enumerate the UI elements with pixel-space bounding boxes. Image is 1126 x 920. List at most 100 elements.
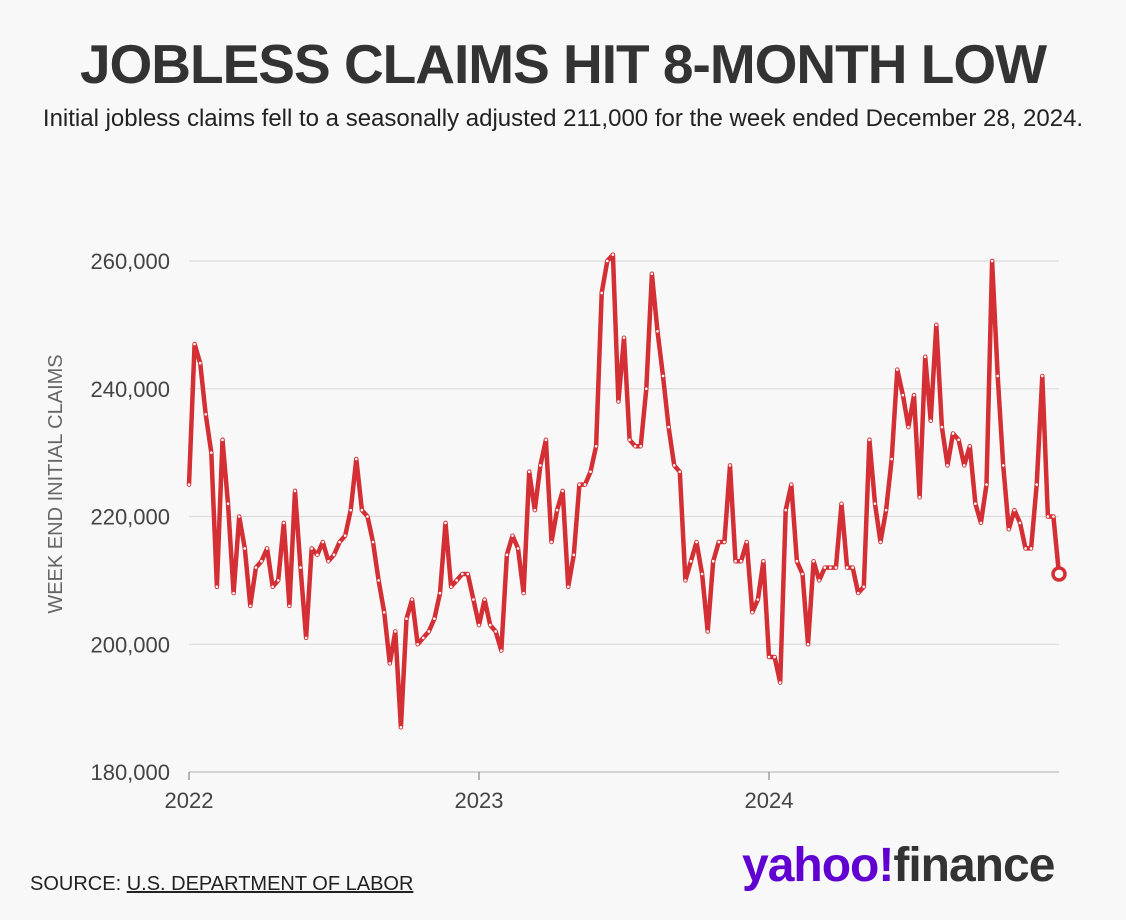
data-point: [784, 508, 788, 512]
data-point: [293, 489, 297, 493]
data-point: [856, 591, 860, 595]
y-tick-label: 200,000: [90, 632, 170, 657]
data-point: [929, 419, 933, 422]
data-point: [460, 572, 464, 576]
data-point: [193, 342, 196, 346]
data-point: [187, 483, 191, 486]
y-axis-label: WEEK END INITIAL CLAIMS: [45, 354, 67, 613]
data-point: [555, 508, 559, 512]
data-point: [444, 521, 447, 525]
data-point: [650, 272, 654, 276]
data-point: [371, 540, 375, 544]
data-point: [566, 585, 570, 589]
data-point: [483, 598, 486, 601]
data-point: [946, 464, 949, 467]
data-point: [1024, 547, 1027, 550]
data-point: [711, 559, 715, 563]
brand-yahoo: yahoo!: [742, 839, 894, 892]
data-point: [488, 623, 492, 627]
data-point: [561, 489, 564, 493]
data-point: [868, 438, 871, 442]
data-point: [622, 336, 626, 339]
data-point: [221, 438, 224, 442]
data-point: [717, 540, 721, 544]
data-point: [633, 444, 637, 448]
data-point: [299, 566, 302, 569]
data-point: [466, 572, 470, 576]
data-point: [477, 623, 481, 627]
data-point: [382, 611, 386, 614]
data-point: [472, 598, 475, 601]
data-point: [667, 425, 670, 429]
data-point: [198, 361, 202, 365]
data-point: [349, 508, 353, 512]
y-tick-label: 260,000: [90, 249, 170, 274]
data-point: [611, 253, 615, 256]
data-point: [951, 432, 955, 435]
x-axis-ticks: 2022 2023 2024: [165, 772, 793, 813]
y-tick-label: 240,000: [90, 377, 170, 402]
data-point: [405, 617, 408, 620]
y-axis-ticks: 180,000 200,000 220,000 240,000 260,000: [90, 249, 170, 785]
data-point: [1040, 374, 1044, 378]
data-point: [672, 464, 676, 467]
data-point: [215, 585, 219, 589]
data-point: [873, 502, 877, 506]
data-point: [332, 553, 336, 557]
data-point: [360, 508, 364, 512]
data-point: [366, 515, 369, 518]
data-point: [210, 451, 213, 454]
data-point: [527, 470, 531, 474]
data-point: [706, 630, 709, 633]
data-point: [533, 508, 537, 512]
data-point: [377, 579, 380, 582]
data-point: [249, 604, 252, 608]
grid-lines: [189, 260, 1059, 773]
data-point: [282, 521, 286, 525]
chart-subtitle: Initial jobless claims fell to a seasona…: [42, 105, 1084, 132]
data-point: [935, 323, 938, 327]
data-point: [790, 483, 793, 486]
data-point: [522, 591, 525, 595]
source-prefix: SOURCE:: [30, 873, 122, 895]
series-group: [186, 252, 1067, 730]
data-point: [433, 617, 436, 620]
data-point: [516, 547, 520, 550]
data-point: [773, 655, 776, 659]
data-point: [237, 515, 241, 518]
data-point: [276, 579, 280, 582]
data-point: [594, 444, 598, 448]
source-note: SOURCE: U.S. DEPARTMENT OF LABOR: [30, 873, 413, 896]
data-point: [511, 534, 514, 537]
data-point: [321, 540, 325, 544]
data-point: [968, 444, 972, 448]
data-point: [265, 547, 269, 550]
data-point: [494, 630, 498, 633]
data-point: [1013, 508, 1016, 512]
data-point: [845, 566, 849, 569]
data-point: [427, 630, 431, 633]
data-point: [544, 438, 548, 442]
data-point: [918, 496, 921, 499]
data-point: [829, 566, 832, 569]
yahoo-finance-logo: yahoo!finance: [742, 838, 1055, 893]
data-point: [416, 642, 419, 646]
data-point: [550, 540, 553, 544]
data-point: [840, 502, 843, 506]
data-point: [795, 559, 799, 563]
chart-title: JOBLESS CLAIMS HIT 8-MONTH LOW: [79, 33, 1047, 95]
data-point: [684, 579, 687, 582]
data-point: [243, 547, 247, 550]
source-link[interactable]: U.S. DEPARTMENT OF LABOR: [126, 873, 414, 895]
data-point: [628, 438, 631, 442]
data-point: [851, 566, 854, 569]
data-point: [539, 464, 542, 467]
data-point: [327, 559, 330, 563]
data-point: [1007, 527, 1011, 531]
data-point: [645, 387, 648, 391]
data-point: [762, 559, 765, 563]
last-point-marker: [1051, 566, 1067, 582]
data-point: [901, 393, 905, 397]
data-point: [271, 585, 274, 589]
